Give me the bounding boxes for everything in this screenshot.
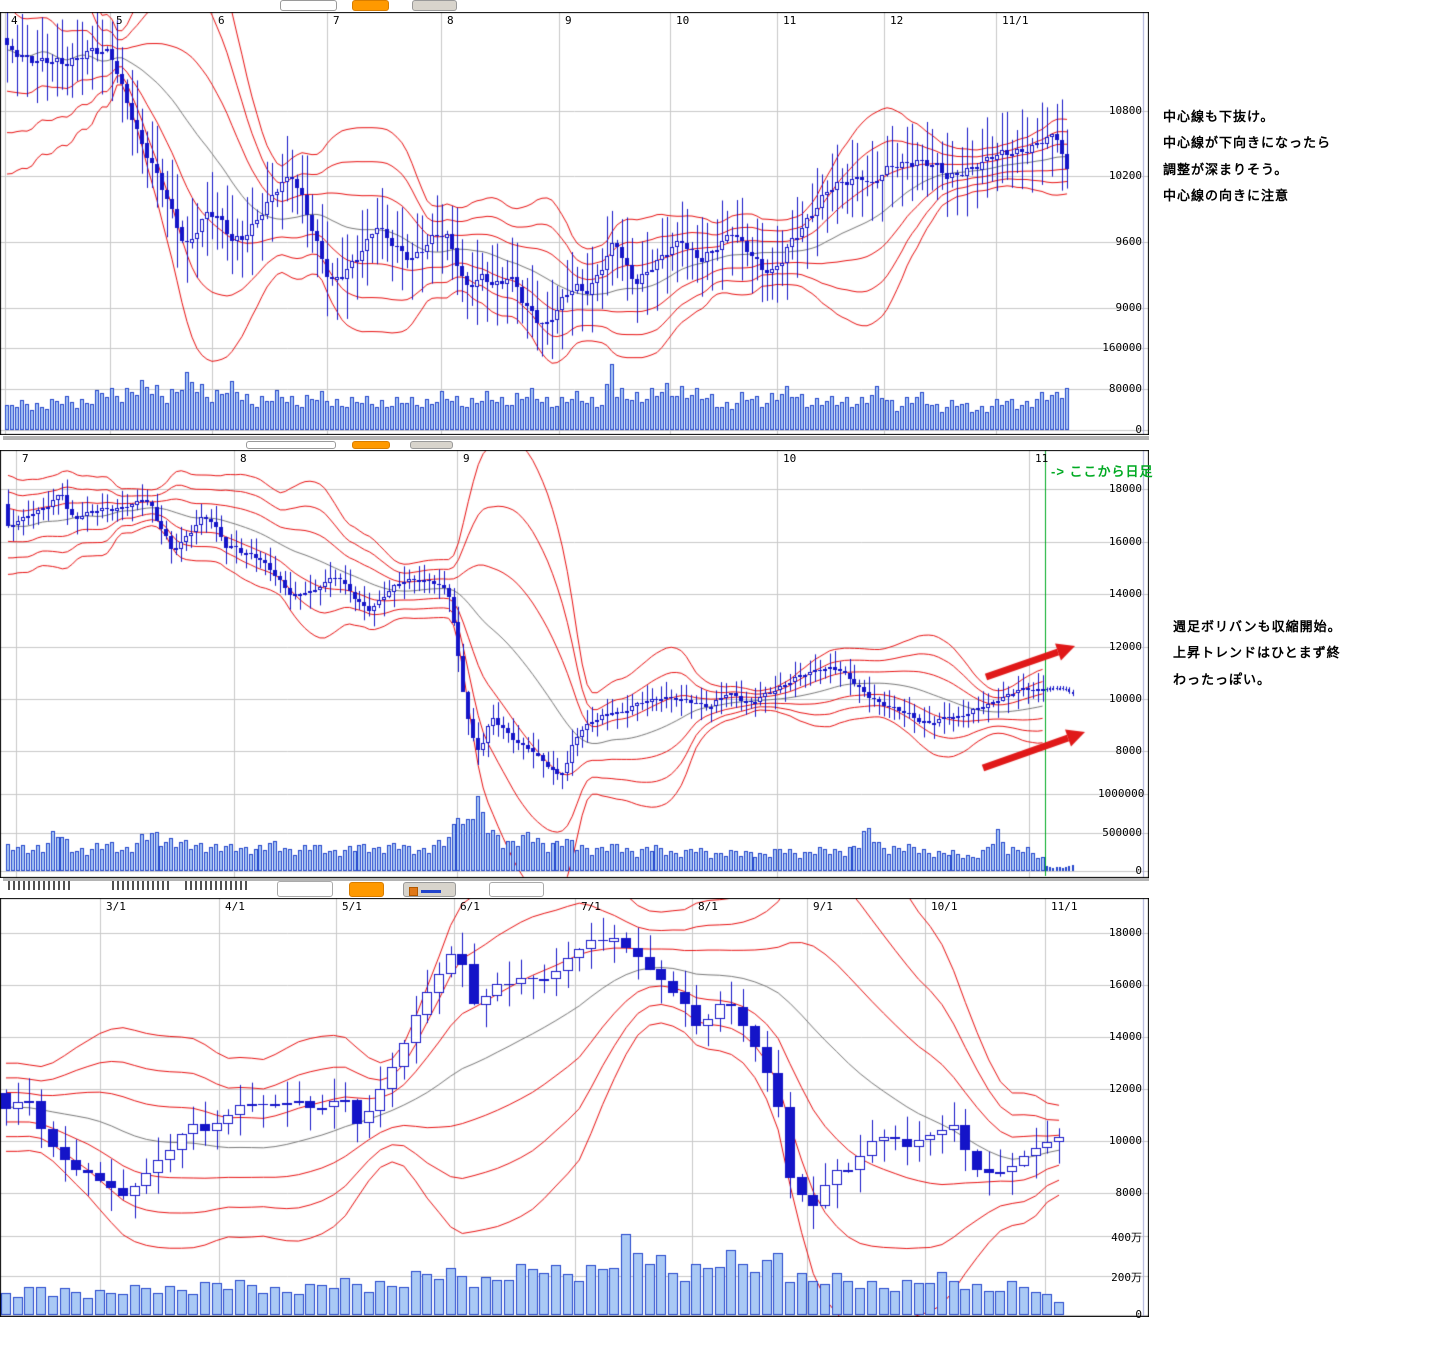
x-axis-tick-label: 8	[240, 452, 247, 465]
x-axis-tick-label: 11	[1035, 452, 1049, 465]
annotation-line: 中心線の向きに注意	[1163, 188, 1290, 204]
toolbar-strip-top	[0, 0, 1448, 12]
y-axis-price-tick-label: 18000	[1108, 926, 1142, 940]
x-axis-tick-label: 4/1	[225, 900, 245, 913]
x-axis-tick-label: 11	[783, 14, 797, 27]
longterm-price-chart-canvas[interactable]	[0, 898, 1149, 1317]
y-axis-volume-tick-label: 0	[1135, 864, 1142, 877]
clipped-white-button[interactable]	[489, 882, 544, 897]
y-axis-volume-tick-label: 0	[1135, 423, 1142, 436]
clipped-input[interactable]	[277, 881, 333, 897]
x-axis-tick-label: 6/1	[460, 900, 480, 913]
x-axis-tick-label: 7	[333, 14, 340, 27]
clipped-input[interactable]	[246, 441, 336, 449]
chart-shadow	[3, 436, 1149, 440]
y-axis-price-tick-label: 10200	[1108, 169, 1142, 183]
y-axis-price-tick-label: 14000	[1108, 1030, 1142, 1044]
clipped-text	[185, 881, 250, 890]
x-axis-tick-label: 9/1	[813, 900, 833, 913]
clipped-input[interactable]	[280, 0, 337, 11]
y-axis-price-tick-label: 9600	[1115, 234, 1143, 248]
annotation-chart1: 中心線も下抜け。 中心線が下向きになったら 調整が深まりそう。 中心線の向きに注…	[1163, 106, 1331, 212]
x-axis-tick-label: 9	[463, 452, 470, 465]
x-axis-tick-label: 7	[22, 452, 29, 465]
x-axis-tick-label: 8	[447, 14, 454, 27]
clipped-orange-button[interactable]	[352, 0, 389, 11]
green-daily-marker-label: -> ここから日足	[1051, 464, 1154, 479]
y-axis-price-tick-label: 10800	[1108, 103, 1142, 117]
y-axis-price-tick-label: 16000	[1108, 978, 1142, 992]
x-axis-tick-label: 10/1	[931, 900, 958, 913]
clipped-text	[112, 881, 170, 890]
clipped-gray-button[interactable]	[412, 0, 457, 11]
longterm-price-chart-panel: 3/1 4/1 5/1 6/1 7/1 8/1 9/1 10/1 11/1 18000 16000 1…	[0, 898, 1149, 1321]
y-axis-price-tick-label: 10000	[1108, 691, 1142, 705]
x-axis-tick-label: 4	[11, 14, 18, 27]
x-axis-tick-label: 9	[565, 14, 572, 27]
clipped-text	[8, 881, 70, 890]
x-axis-tick-label: 3/1	[106, 900, 126, 913]
y-axis-price-tick-label: 16000	[1108, 534, 1142, 548]
legend-square-icon	[409, 887, 418, 896]
toolbar-strip-middle	[0, 441, 1448, 450]
clipped-gray-button[interactable]	[403, 882, 456, 897]
x-axis-tick-label: 8/1	[698, 900, 718, 913]
toolbar-strip-bottom	[0, 879, 1448, 898]
chart-shadow	[3, 878, 1149, 881]
y-axis-volume-tick-label: 0	[1135, 1308, 1142, 1321]
x-axis-tick-label: 7/1	[581, 900, 601, 913]
annotation-chart2: 週足ボリバンも収縮開始。 上昇トレンドはひとまず終 わったっぽい。	[1173, 616, 1342, 695]
annotation-line: 上昇トレンドはひとまず終	[1173, 645, 1341, 661]
y-axis-price-tick-label: 14000	[1108, 587, 1142, 601]
x-axis-tick-label: 12	[890, 14, 904, 27]
x-axis-tick-label: 11/1	[1051, 900, 1078, 913]
x-axis-tick-label: 6	[218, 14, 225, 27]
clipped-blue-text	[421, 890, 441, 893]
y-axis-price-tick-label: 8000	[1115, 1186, 1143, 1200]
x-axis-tick-label: 5/1	[342, 900, 362, 913]
annotation-line: 中心線も下抜け。	[1163, 109, 1275, 124]
y-axis-volume-tick-label: 1000000	[1098, 787, 1145, 800]
y-axis-volume-tick-label: 400万	[1111, 1231, 1142, 1244]
clipped-orange-button[interactable]	[349, 882, 384, 897]
y-axis-volume-tick-label: 200万	[1111, 1270, 1142, 1284]
clipped-gray-button[interactable]	[410, 441, 453, 449]
x-axis-tick-label: 10	[676, 14, 690, 27]
annotation-line: 調整が深まりそう。	[1163, 161, 1289, 177]
y-axis-price-tick-label: 10000	[1108, 1134, 1142, 1148]
clipped-orange-button[interactable]	[352, 441, 390, 449]
y-axis-price-tick-label: 12000	[1108, 639, 1142, 653]
y-axis-price-tick-label: 9000	[1115, 300, 1143, 314]
x-axis-tick-label: 5	[116, 14, 123, 27]
y-axis-price-tick-label: 8000	[1115, 744, 1143, 758]
y-axis-volume-tick-label: 80000	[1108, 382, 1142, 395]
x-axis-tick-label: 11/1	[1002, 14, 1029, 27]
y-axis-price-tick-label: 12000	[1108, 1082, 1142, 1096]
y-axis-volume-tick-label: 500000	[1102, 825, 1142, 839]
weekly-price-chart-canvas[interactable]	[0, 450, 1149, 878]
annotation-line: 週足ボリバンも収縮開始。	[1173, 619, 1342, 634]
y-axis-volume-tick-label: 160000	[1102, 341, 1142, 354]
daily-price-chart-panel: 4 5 6 7 8 9 10 11 12 11/1 10800 10200 9600 9000 160000…	[0, 12, 1149, 436]
annotation-line: 中心線が下向きになったら	[1163, 135, 1332, 151]
x-axis-tick-label: 10	[783, 452, 797, 465]
y-axis-price-tick-label: 18000	[1108, 482, 1142, 496]
daily-price-chart-canvas[interactable]	[0, 12, 1149, 435]
weekly-price-chart-panel: 7 8 9 10 11 18000 16000 14000 12000 10000 8000 1000…	[0, 450, 1149, 878]
annotation-line: わったっぽい。	[1173, 671, 1272, 687]
